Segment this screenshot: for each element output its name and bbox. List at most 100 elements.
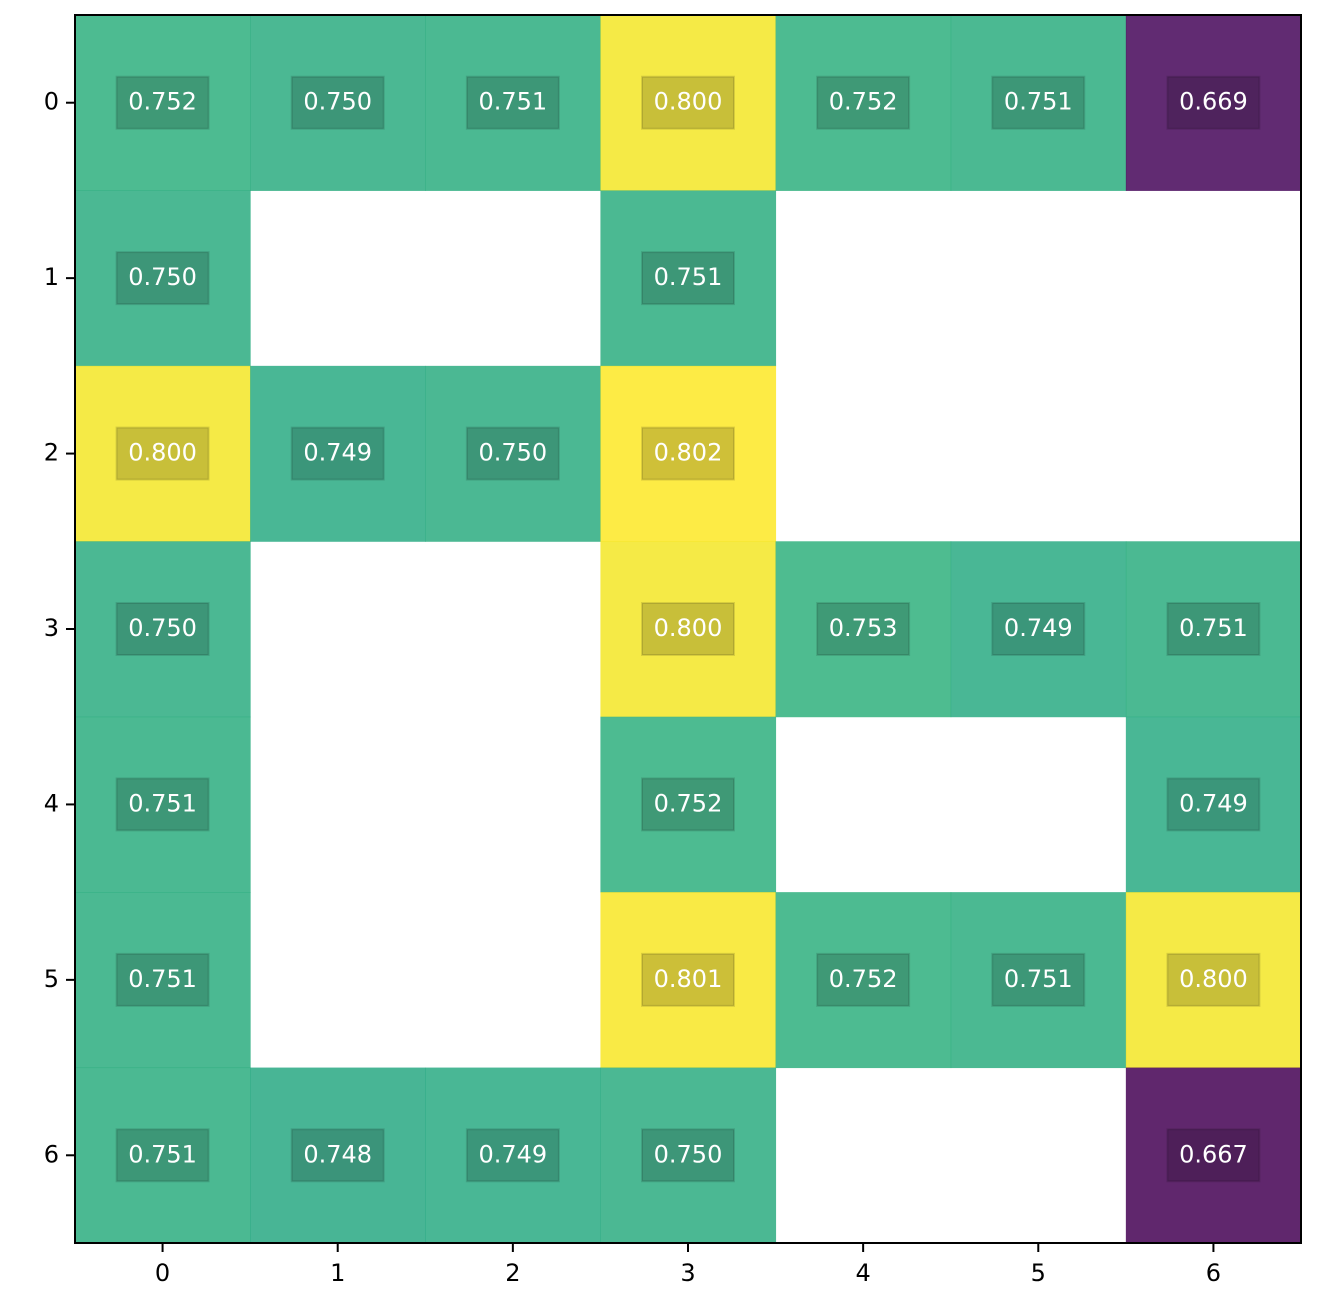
cell-label: 0.800 bbox=[1179, 965, 1248, 993]
x-tick-label: 0 bbox=[155, 1259, 170, 1287]
cell-label: 0.751 bbox=[128, 1140, 197, 1168]
heatmap-cell bbox=[425, 1067, 601, 1244]
heatmap-cell bbox=[775, 541, 952, 718]
cell-label: 0.800 bbox=[654, 614, 723, 642]
heatmap-cell bbox=[75, 15, 251, 191]
x-tick-label: 1 bbox=[330, 1259, 345, 1287]
cell-label: 0.751 bbox=[478, 88, 547, 116]
label-box bbox=[115, 426, 210, 481]
label-box bbox=[290, 1128, 385, 1183]
heatmap-cell bbox=[775, 15, 952, 191]
x-tick-label: 5 bbox=[1031, 1259, 1046, 1287]
y-tick-label: 0 bbox=[44, 88, 59, 116]
label-box bbox=[816, 952, 911, 1007]
cell-label: 0.800 bbox=[128, 439, 197, 467]
cell-label: 0.749 bbox=[478, 1140, 547, 1168]
cell-label: 0.750 bbox=[128, 614, 197, 642]
label-box bbox=[1166, 602, 1261, 656]
heatmap-cell bbox=[1125, 541, 1302, 718]
label-box bbox=[465, 426, 560, 481]
y-tick-label: 3 bbox=[44, 614, 59, 642]
heatmap-cell bbox=[600, 190, 777, 367]
cell-label: 0.752 bbox=[829, 965, 898, 993]
heatmap-cell bbox=[75, 365, 251, 542]
label-box bbox=[991, 602, 1086, 656]
label-box bbox=[641, 952, 735, 1007]
heatmap-cell bbox=[950, 15, 1127, 191]
heatmap-cell bbox=[950, 892, 1127, 1069]
x-tick-label: 6 bbox=[1206, 1259, 1221, 1287]
label-box bbox=[641, 602, 735, 656]
cell-label: 0.751 bbox=[1004, 88, 1073, 116]
cell-label: 0.750 bbox=[128, 263, 197, 291]
label-box bbox=[115, 602, 210, 656]
heatmap-cell bbox=[250, 1067, 426, 1244]
label-box bbox=[991, 75, 1086, 130]
cell-label: 0.749 bbox=[1179, 789, 1248, 817]
label-box bbox=[465, 1128, 560, 1183]
cell-label: 0.753 bbox=[829, 614, 898, 642]
cell-label: 0.801 bbox=[654, 965, 723, 993]
cell-label: 0.750 bbox=[303, 88, 372, 116]
heatmap-cell bbox=[600, 365, 777, 542]
cell-label: 0.751 bbox=[1004, 965, 1073, 993]
heatmap-cell bbox=[75, 892, 251, 1069]
cell-label: 0.669 bbox=[1179, 88, 1248, 116]
cell-label: 0.750 bbox=[654, 1140, 723, 1168]
label-box bbox=[1166, 777, 1261, 832]
cell-label: 0.751 bbox=[654, 263, 723, 291]
x-tick-label: 2 bbox=[505, 1259, 520, 1287]
heatmap-cell bbox=[1125, 1067, 1302, 1244]
cell-label: 0.750 bbox=[478, 439, 547, 467]
label-box bbox=[641, 426, 735, 481]
y-tick-label: 4 bbox=[44, 789, 59, 817]
heatmap-cell bbox=[75, 190, 251, 367]
label-box bbox=[115, 75, 210, 130]
label-box bbox=[290, 75, 385, 130]
y-tick-label: 5 bbox=[44, 965, 59, 993]
heatmap-cell bbox=[600, 1067, 777, 1244]
heatmap-cell bbox=[425, 365, 601, 542]
label-box bbox=[290, 426, 385, 481]
label-box bbox=[1166, 75, 1261, 130]
label-box bbox=[115, 777, 210, 832]
cell-label: 0.749 bbox=[303, 439, 372, 467]
label-box bbox=[816, 75, 911, 130]
label-box bbox=[991, 952, 1086, 1007]
cell-label: 0.751 bbox=[1179, 614, 1248, 642]
heatmap-cell bbox=[950, 541, 1127, 718]
heatmap-cell bbox=[600, 15, 777, 191]
heatmap-cell bbox=[75, 541, 251, 718]
heatmap-cell bbox=[425, 15, 601, 191]
x-tick-label: 3 bbox=[680, 1259, 695, 1287]
x-tick-label: 4 bbox=[856, 1259, 871, 1287]
cell-label: 0.802 bbox=[654, 439, 723, 467]
heatmap-cell bbox=[75, 716, 251, 893]
y-tick-label: 1 bbox=[44, 263, 59, 291]
y-tick-label: 6 bbox=[44, 1140, 59, 1168]
heatmap-cell bbox=[1125, 716, 1302, 893]
label-box bbox=[115, 952, 210, 1007]
cell-label: 0.748 bbox=[303, 1140, 372, 1168]
cell-label: 0.800 bbox=[654, 88, 723, 116]
cell-label: 0.749 bbox=[1004, 614, 1073, 642]
heatmap-cell bbox=[1125, 15, 1302, 191]
heatmap-cell bbox=[1125, 892, 1302, 1069]
cell-label: 0.751 bbox=[128, 789, 197, 817]
y-tick-label: 2 bbox=[44, 439, 59, 467]
cell-label: 0.752 bbox=[128, 88, 197, 116]
cell-label: 0.751 bbox=[128, 965, 197, 993]
heatmap-cell bbox=[250, 365, 426, 542]
cell-label: 0.752 bbox=[654, 789, 723, 817]
label-box bbox=[465, 75, 560, 130]
cell-label: 0.752 bbox=[829, 88, 898, 116]
label-box bbox=[641, 75, 735, 130]
label-box bbox=[115, 251, 210, 306]
label-box bbox=[816, 602, 911, 656]
heatmap-cell bbox=[250, 15, 426, 191]
label-box bbox=[1166, 1128, 1261, 1183]
cell-label: 0.667 bbox=[1179, 1140, 1248, 1168]
label-box bbox=[1166, 952, 1261, 1007]
label-box bbox=[641, 777, 735, 832]
